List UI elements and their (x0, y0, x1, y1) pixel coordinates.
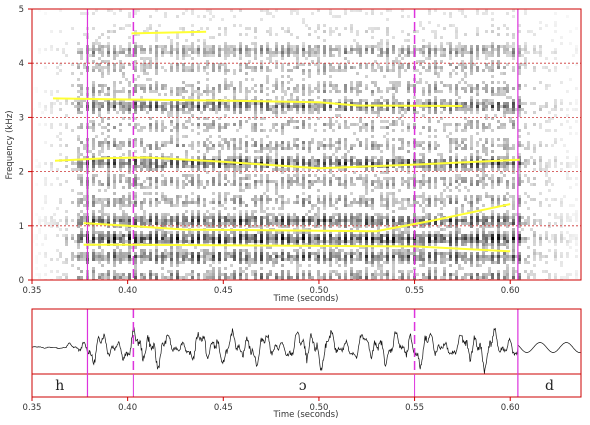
spectrogram-image (32, 9, 581, 280)
x-tick-label: 0.50 (309, 403, 328, 413)
y-axis-ticks: 0 1 2 3 4 5 (19, 5, 32, 286)
formant-track (83, 203, 511, 233)
x-tick-label: 0.40 (118, 286, 137, 296)
y-axis-title: Frequency (kHz) (5, 110, 15, 179)
x-axis-ticks: 0.35 0.40 0.45 0.50 0.55 0.60 (23, 280, 520, 296)
x-tick-label: 0.35 (23, 403, 42, 413)
x-axis-title: Time (seconds) (273, 294, 339, 304)
formant-track (52, 97, 463, 107)
x-tick-label: 0.45 (214, 403, 233, 413)
y-tick-label: 3 (19, 113, 24, 123)
y-tick-label: 0 (19, 276, 24, 286)
x-tick-label: 0.40 (118, 403, 137, 413)
waveform-boundaries (86, 309, 519, 397)
waveform-x-ticks: 0.35 0.40 0.45 0.50 0.55 0.60 (23, 397, 520, 413)
segment-label: ɔ (299, 378, 307, 394)
x-tick-label: 0.55 (405, 403, 424, 413)
x-tick-label: 0.60 (501, 286, 520, 296)
formant-track (54, 156, 520, 170)
formant-tracks (52, 30, 520, 253)
spectrogram-frame (31, 8, 582, 281)
y-tick-label: 1 (19, 222, 24, 232)
grid-lines (32, 62, 581, 227)
x-tick-label: 0.35 (23, 286, 42, 296)
x-tick-label: 0.60 (501, 403, 520, 413)
y-tick-label: 4 (19, 59, 24, 69)
y-tick-label: 5 (19, 5, 24, 15)
segment-label: h (55, 378, 64, 394)
y-tick-label: 2 (19, 168, 24, 178)
boundary-lines (86, 9, 519, 280)
formant-track (131, 30, 207, 35)
formant-track (83, 243, 511, 253)
waveform-x-axis-title: Time (seconds) (273, 410, 339, 420)
segment-label: d (545, 378, 554, 394)
spectrogram-panel: 0 1 2 3 4 5 0.35 0.40 0.45 0.50 0.55 0.60 Time (se… (5, 5, 582, 304)
waveform-trace (32, 327, 581, 374)
x-tick-label: 0.50 (309, 286, 328, 296)
x-tick-label: 0.55 (405, 286, 424, 296)
waveform-panel: h ɔ d 0.35 0.40 0.45 0.50 0.55 0.60 Time (secon… (23, 308, 582, 420)
x-tick-label: 0.45 (214, 286, 233, 296)
waveform-frame (31, 308, 582, 398)
